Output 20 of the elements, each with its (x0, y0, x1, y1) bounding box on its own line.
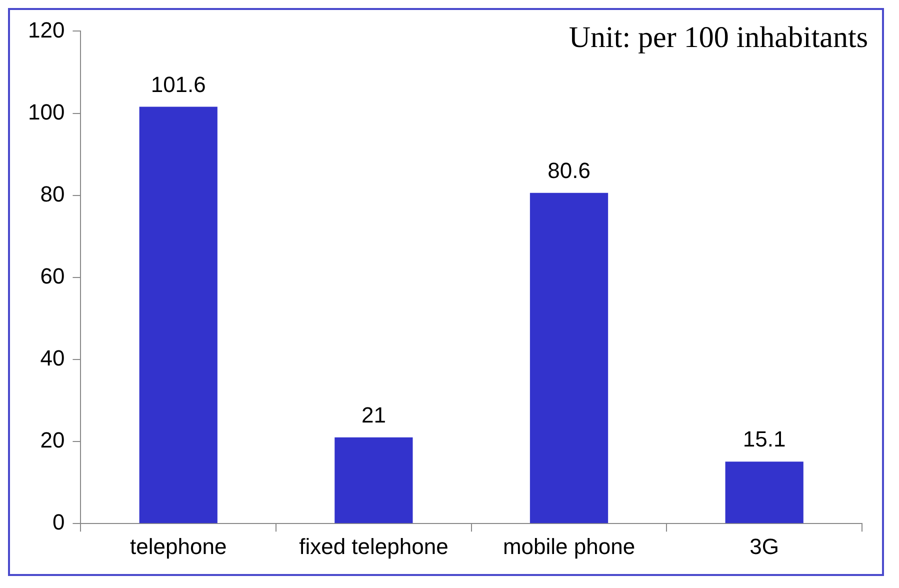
y-tick-label: 20 (40, 428, 65, 453)
annotation: Unit: per 100 inhabitants (568, 20, 868, 54)
bar (530, 192, 608, 524)
y-tick-label: 120 (28, 17, 65, 42)
bar (139, 106, 218, 524)
y-tick-label: 40 (40, 346, 65, 371)
x-tick-label: telephone (130, 534, 227, 559)
bar (725, 462, 804, 524)
data-label: 21 (361, 402, 386, 428)
bar (334, 437, 413, 524)
data-label: 15.1 (742, 426, 786, 452)
y-tick-label: 60 (40, 263, 65, 288)
y-tick-label: 80 (40, 181, 65, 206)
x-tick-label: mobile phone (502, 534, 636, 559)
y-tick-label: 0 (52, 510, 65, 535)
y-tick-label: 100 (28, 99, 65, 124)
x-tick-label: fixed telephone (299, 534, 448, 559)
data-label: 101.6 (150, 72, 206, 97)
x-tick-label: 3G (750, 534, 780, 559)
data-label: 80.6 (548, 158, 590, 183)
